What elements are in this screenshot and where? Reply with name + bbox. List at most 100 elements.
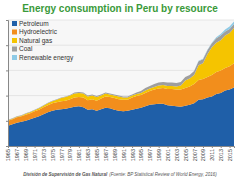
tick-mark <box>97 146 98 148</box>
tick-mark <box>70 146 71 148</box>
plot-background <box>8 20 234 146</box>
tick-label: 2003 <box>174 149 180 161</box>
tick-mark <box>168 146 169 148</box>
tick: 2003 <box>174 146 180 161</box>
tick: 1975 <box>50 146 56 161</box>
chart: Energy consumption in Peru by resource 19… <box>0 0 240 180</box>
source: División de Supervisión de Gas Natural(F… <box>23 172 217 177</box>
tick: 1987 <box>103 146 109 161</box>
legend-swatch <box>12 55 17 60</box>
tick-label: 1983 <box>85 149 91 161</box>
tick-label: 1971 <box>32 149 38 161</box>
tick-label: 1965 <box>5 149 11 161</box>
plot: 1965196719691971197319751977197919811983… <box>5 20 234 162</box>
tick-mark <box>221 146 222 148</box>
tick <box>6 146 8 147</box>
tick-mark <box>230 146 231 148</box>
tick-mark <box>6 121 8 122</box>
tick-mark <box>176 146 177 148</box>
tick-label: 2001 <box>165 149 171 161</box>
tick-label: 1987 <box>103 149 109 161</box>
area <box>8 24 234 120</box>
tick-label: 1979 <box>67 149 73 161</box>
tick <box>6 121 8 122</box>
tick-label: 2011 <box>209 149 215 161</box>
legend: PetroleumHydroelectricNatural gasCoal Ren… <box>12 20 74 62</box>
annotation: (Fuente: BP Statistical Review of World … <box>109 172 217 177</box>
tick-label: 1973 <box>41 149 47 161</box>
tick-label: 1967 <box>14 149 20 161</box>
tick: 1981 <box>76 146 82 161</box>
legend-swatch <box>12 21 17 26</box>
area <box>8 28 234 121</box>
tick-mark <box>6 146 8 147</box>
tick: 2011 <box>209 146 215 161</box>
annotation: División de Supervisión de Gas Natural <box>23 172 108 177</box>
tick-mark <box>194 146 195 148</box>
tick-label: 1985 <box>94 149 100 161</box>
tick <box>6 96 8 97</box>
tick-mark <box>159 146 160 148</box>
tick <box>6 45 8 46</box>
tick: 1971 <box>32 146 38 161</box>
tick-mark <box>61 146 62 148</box>
tick-mark <box>17 146 18 148</box>
tick-label: 1989 <box>112 149 118 161</box>
tick-mark <box>212 146 213 148</box>
tick-label: 1995 <box>138 149 144 161</box>
axis-line <box>6 21 9 147</box>
tick: 2005 <box>183 146 189 161</box>
tick-mark <box>43 146 44 148</box>
tick-mark <box>52 146 53 148</box>
tick-label: 2009 <box>200 149 206 161</box>
tick-label: 1999 <box>156 149 162 161</box>
tick: 1967 <box>14 146 20 161</box>
tick-mark <box>8 146 9 148</box>
legend-label: Renewable energy <box>19 54 74 62</box>
tick: 2007 <box>192 146 198 161</box>
tick <box>6 70 8 71</box>
tick: 1965 <box>5 146 11 161</box>
tick <box>6 20 8 21</box>
tick: 1985 <box>94 146 100 161</box>
legend-label: Petroleum <box>19 20 49 27</box>
tick-label: 2007 <box>192 149 198 161</box>
legend-label: Coal <box>19 45 33 52</box>
title: Energy consumption in Peru by resource <box>22 3 218 14</box>
tick: 1989 <box>112 146 118 161</box>
tick-label: 1997 <box>147 149 153 161</box>
tick-mark <box>123 146 124 148</box>
tick: 1993 <box>130 146 136 161</box>
legend-item: Natural gas <box>12 37 53 45</box>
legend-item: Hydroelectric <box>12 28 58 36</box>
tick-mark <box>6 45 8 46</box>
axis-line <box>9 147 235 149</box>
legend-item: Renewable energy <box>12 54 74 62</box>
tick: 1997 <box>147 146 153 161</box>
tick: 2013 <box>218 146 224 161</box>
grid <box>8 20 234 146</box>
y-axis <box>6 21 9 147</box>
tick-label: 1981 <box>76 149 82 161</box>
tick-mark <box>114 146 115 148</box>
grid-line <box>8 45 234 46</box>
legend-swatch <box>12 47 17 52</box>
tick-mark <box>6 20 8 21</box>
tick-mark <box>6 70 8 71</box>
tick: 1991 <box>121 146 127 161</box>
area <box>8 22 234 120</box>
tick: 2001 <box>165 146 171 161</box>
tick-mark <box>88 146 89 148</box>
legend-label: Natural gas <box>19 37 53 45</box>
tick-label: 1969 <box>23 149 29 161</box>
tick-mark <box>26 146 27 148</box>
tick: 1983 <box>85 146 91 161</box>
legend-item: Petroleum <box>12 20 49 27</box>
tick-label: 1975 <box>50 149 56 161</box>
tick-mark <box>79 146 80 148</box>
tick: 1973 <box>41 146 47 161</box>
x-axis: 1965196719691971197319751977197919811983… <box>5 146 234 161</box>
tick-label: 1993 <box>130 149 136 161</box>
tick-mark <box>185 146 186 148</box>
tick: 2009 <box>200 146 206 161</box>
